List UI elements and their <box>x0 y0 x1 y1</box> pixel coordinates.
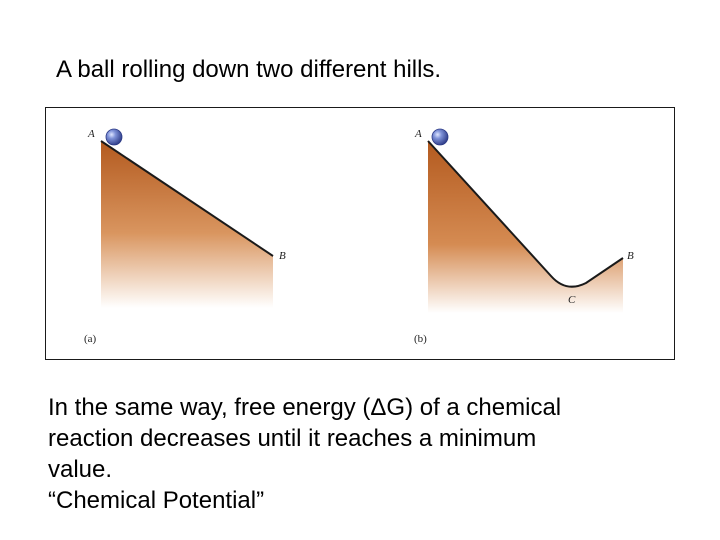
hills-illustration: A B (a) A C B (b) <box>84 128 634 345</box>
ball-b <box>431 128 449 146</box>
hill-b-surface <box>428 141 623 313</box>
explanation-text: In the same way, free energy (ΔG) of a c… <box>48 392 688 516</box>
hills-figure: A B (a) A C B (b) <box>45 107 675 360</box>
ball-a <box>105 128 123 146</box>
slide-title: A ball rolling down two different hills. <box>56 56 442 83</box>
panel-b-caption: (b) <box>414 333 427 345</box>
explanation-line-2: reaction decreases until it reaches a mi… <box>48 425 537 452</box>
panel-b: A C B (b) <box>414 128 634 345</box>
point-b-label: B <box>279 250 286 262</box>
point-a-label: A <box>87 128 95 140</box>
chemical-potential-quote: “Chemical Potential” <box>48 487 265 514</box>
explanation-line-3: value. <box>48 456 113 483</box>
hill-a-surface <box>101 141 273 308</box>
explanation-line-1: In the same way, free energy (ΔG) of a c… <box>48 394 562 421</box>
hill-b-slope <box>427 140 624 288</box>
hill-a-slope <box>100 140 274 257</box>
point-b-label: B <box>627 250 634 262</box>
panel-a: A B (a) <box>84 128 286 345</box>
point-a-label: A <box>414 128 422 140</box>
point-c-label: C <box>568 294 576 306</box>
panel-a-caption: (a) <box>84 333 97 345</box>
